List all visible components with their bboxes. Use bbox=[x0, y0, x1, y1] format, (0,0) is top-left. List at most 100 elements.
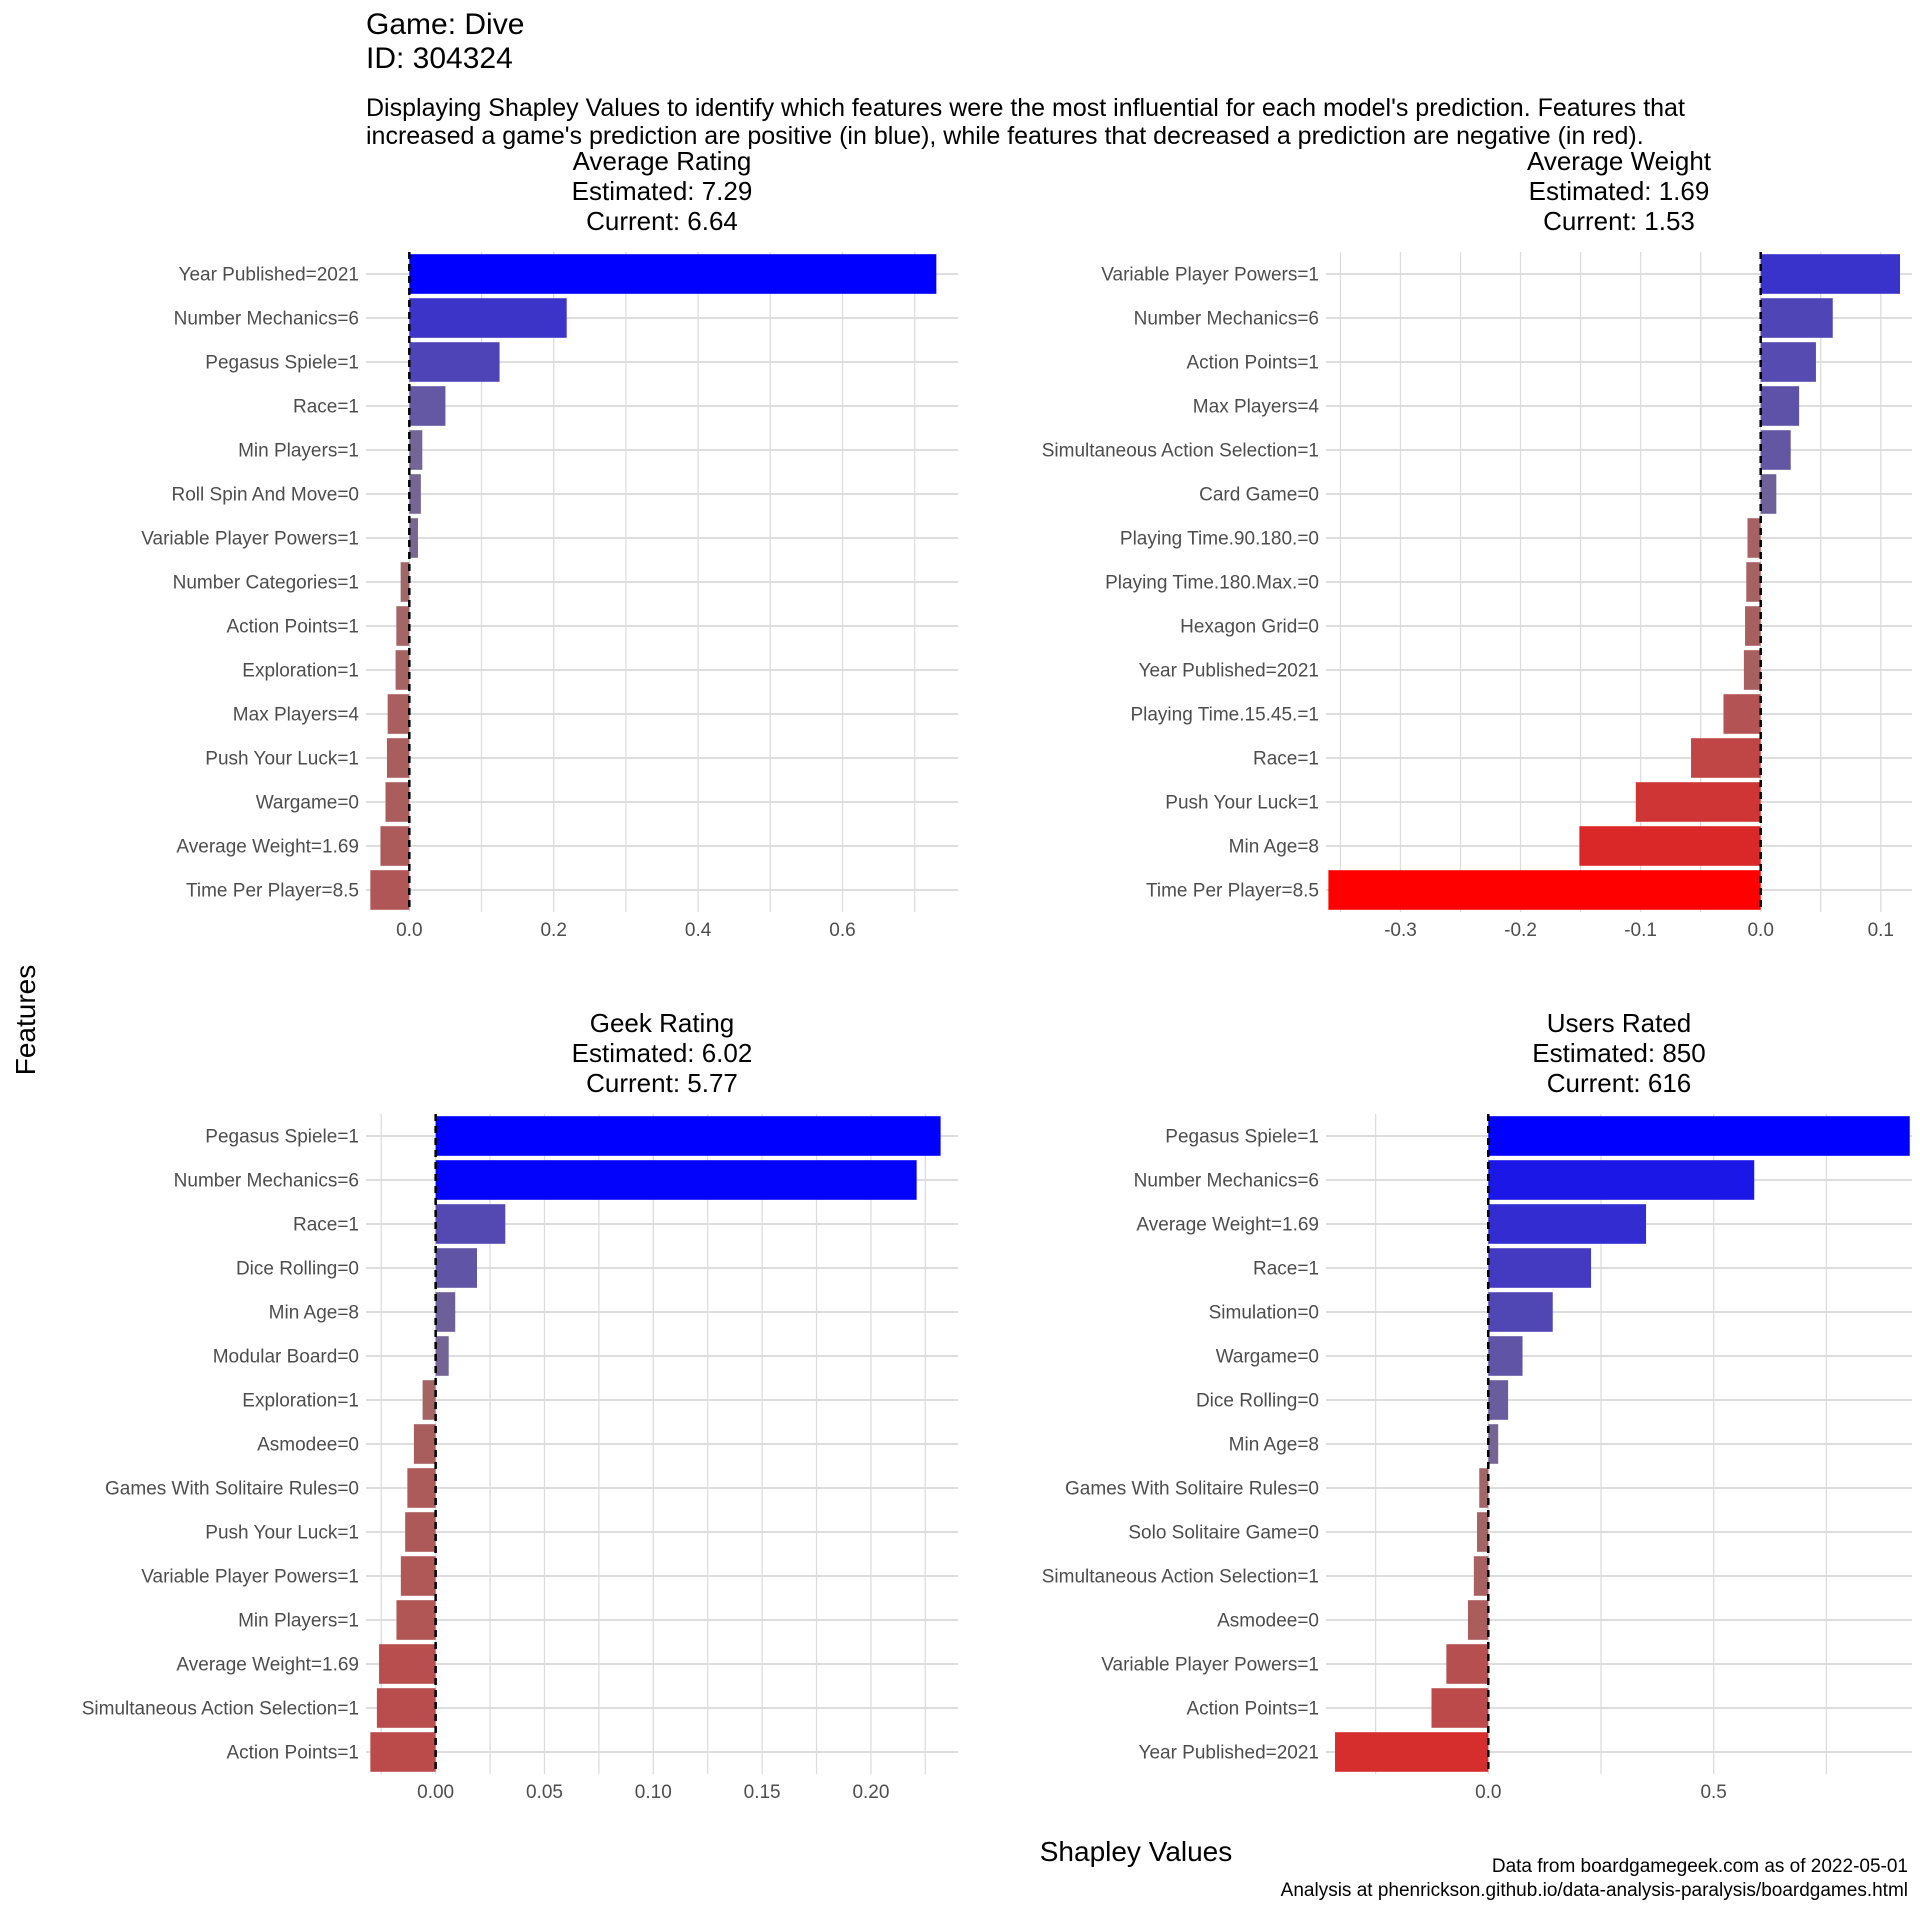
category-label: Min Players=1 bbox=[238, 441, 359, 462]
category-label: Push Your Luck=1 bbox=[1165, 793, 1319, 814]
category-label: Dice Rolling=0 bbox=[236, 1259, 359, 1280]
category-label: Number Mechanics=6 bbox=[1134, 1171, 1319, 1192]
category-label: Modular Board=0 bbox=[213, 1347, 359, 1368]
category-label: Number Mechanics=6 bbox=[174, 309, 359, 330]
bar bbox=[400, 1556, 436, 1596]
bar bbox=[1488, 1204, 1647, 1244]
bar bbox=[422, 1380, 436, 1420]
bar bbox=[1431, 1688, 1489, 1728]
chart-title-id: ID: 304324 bbox=[366, 42, 513, 75]
category-label: Dice Rolling=0 bbox=[1196, 1391, 1319, 1412]
bar bbox=[1328, 870, 1761, 910]
category-label: Pegasus Spiele=1 bbox=[1165, 1127, 1319, 1148]
x-tick-label: 0.0 bbox=[396, 920, 422, 941]
bar bbox=[1335, 1732, 1489, 1772]
category-label: Year Published=2021 bbox=[1139, 661, 1319, 682]
bar bbox=[380, 826, 410, 866]
bar bbox=[1760, 474, 1777, 514]
bar bbox=[1691, 738, 1761, 778]
category-label: Race=1 bbox=[293, 1215, 359, 1236]
bar bbox=[435, 1336, 449, 1376]
bar bbox=[435, 1160, 917, 1200]
category-label: Year Published=2021 bbox=[179, 265, 359, 286]
x-tick-label: 0.0 bbox=[1475, 1782, 1501, 1803]
category-label: Max Players=4 bbox=[1193, 397, 1320, 418]
category-label: Variable Player Powers=1 bbox=[1101, 265, 1319, 286]
category-label: Wargame=0 bbox=[256, 793, 359, 814]
category-label: Time Per Player=8.5 bbox=[1146, 881, 1319, 902]
category-label: Race=1 bbox=[293, 397, 359, 418]
category-label: Min Players=1 bbox=[238, 1611, 359, 1632]
bar bbox=[435, 1292, 456, 1332]
category-label: Min Age=8 bbox=[269, 1303, 359, 1324]
bar bbox=[1473, 1556, 1489, 1596]
category-label: Simulation=0 bbox=[1209, 1303, 1319, 1324]
panel-estimated-label: Estimated: 6.02 bbox=[572, 1038, 753, 1068]
category-label: Min Age=8 bbox=[1229, 837, 1319, 858]
category-label: Number Categories=1 bbox=[173, 573, 359, 594]
panel-estimated-label: Estimated: 850 bbox=[1532, 1038, 1705, 1068]
category-label: Average Weight=1.69 bbox=[1136, 1215, 1319, 1236]
category-label: Number Mechanics=6 bbox=[1134, 309, 1319, 330]
chart-subtitle-line1: Displaying Shapley Values to identify wh… bbox=[366, 94, 1685, 122]
category-label: Exploration=1 bbox=[242, 661, 359, 682]
category-label: Simultaneous Action Selection=1 bbox=[1042, 441, 1319, 462]
chart-title-game: Game: Dive bbox=[366, 8, 525, 41]
bar bbox=[409, 254, 937, 294]
x-tick-label: 0.4 bbox=[685, 920, 712, 941]
category-label: Time Per Player=8.5 bbox=[186, 881, 359, 902]
panel-title: Average Rating bbox=[573, 146, 752, 176]
bar bbox=[409, 518, 418, 558]
y-axis-label: Features bbox=[10, 964, 41, 1076]
x-tick-label: 0.05 bbox=[526, 1782, 563, 1803]
bar bbox=[1488, 1116, 1910, 1156]
bar bbox=[1488, 1424, 1499, 1464]
bar bbox=[400, 562, 410, 602]
category-label: Card Game=0 bbox=[1199, 485, 1319, 506]
category-label: Exploration=1 bbox=[242, 1391, 359, 1412]
category-label: Simultaneous Action Selection=1 bbox=[82, 1699, 359, 1720]
bar bbox=[395, 650, 410, 690]
bar bbox=[1746, 562, 1761, 602]
bar bbox=[379, 1644, 436, 1684]
bar bbox=[396, 1600, 436, 1640]
category-label: Asmodee=0 bbox=[257, 1435, 359, 1456]
x-tick-label: -0.1 bbox=[1624, 920, 1657, 941]
category-label: Action Points=1 bbox=[1186, 353, 1319, 374]
bar bbox=[409, 474, 421, 514]
bar bbox=[1760, 298, 1833, 338]
category-label: Wargame=0 bbox=[1216, 1347, 1319, 1368]
panel-estimated-label: Estimated: 1.69 bbox=[1529, 176, 1710, 206]
bar bbox=[387, 694, 410, 734]
category-label: Playing Time.15.45.=1 bbox=[1130, 705, 1319, 726]
panel-current-label: Current: 1.53 bbox=[1543, 206, 1695, 236]
category-label: Simultaneous Action Selection=1 bbox=[1042, 1567, 1319, 1588]
category-label: Year Published=2021 bbox=[1139, 1743, 1319, 1764]
x-tick-label: 0.20 bbox=[852, 1782, 889, 1803]
panel-current-label: Current: 616 bbox=[1547, 1068, 1692, 1098]
bar bbox=[386, 738, 410, 778]
chart-subtitle-line2: increased a game's prediction are positi… bbox=[366, 122, 1644, 150]
bar bbox=[409, 430, 423, 470]
bar bbox=[413, 1424, 436, 1464]
bar bbox=[1723, 694, 1761, 734]
bar bbox=[407, 1468, 436, 1508]
category-label: Pegasus Spiele=1 bbox=[205, 353, 359, 374]
category-label: Race=1 bbox=[1253, 1259, 1319, 1280]
bar bbox=[1488, 1336, 1523, 1376]
caption-source: Data from boardgamegeek.com as of 2022-0… bbox=[1491, 1856, 1908, 1877]
bar bbox=[1760, 430, 1791, 470]
bar bbox=[1479, 1468, 1489, 1508]
category-label: Average Weight=1.69 bbox=[176, 837, 359, 858]
category-label: Max Players=4 bbox=[233, 705, 360, 726]
bar bbox=[1446, 1644, 1489, 1684]
category-label: Solo Solitaire Game=0 bbox=[1128, 1523, 1319, 1544]
panel-title: Geek Rating bbox=[590, 1008, 735, 1038]
bar bbox=[1760, 254, 1900, 294]
category-label: Pegasus Spiele=1 bbox=[205, 1127, 359, 1148]
category-label: Variable Player Powers=1 bbox=[141, 529, 359, 550]
x-axis-label: Shapley Values bbox=[1039, 1836, 1233, 1867]
bar bbox=[1488, 1380, 1509, 1420]
